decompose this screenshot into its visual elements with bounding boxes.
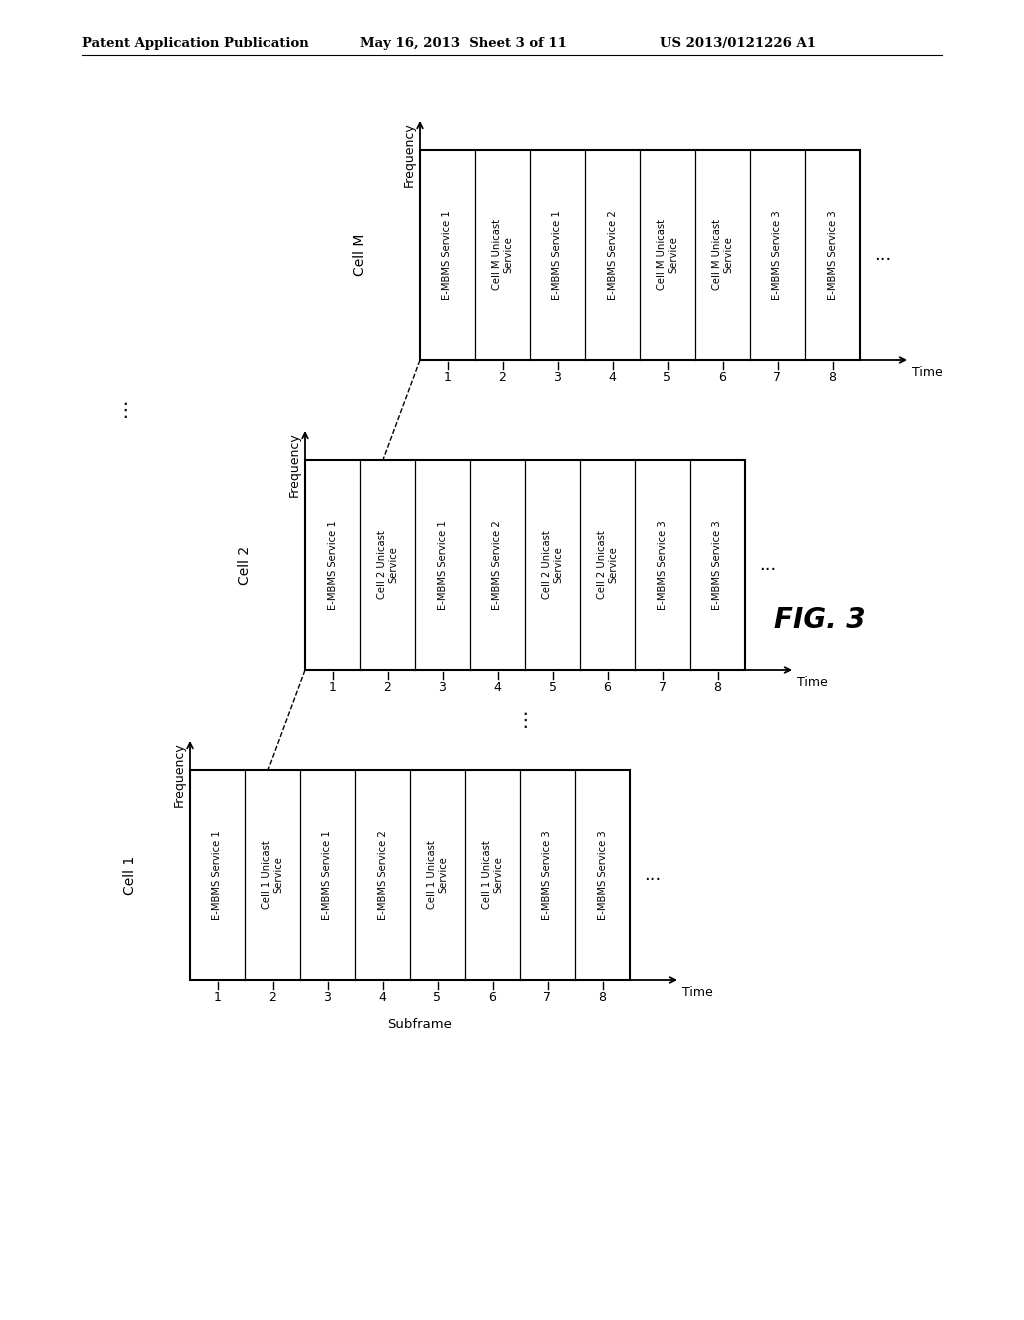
Text: 8: 8 [714, 681, 722, 694]
Text: E-MBMS Service 1: E-MBMS Service 1 [553, 210, 562, 300]
Text: 6: 6 [488, 991, 497, 1005]
Text: 6: 6 [719, 371, 726, 384]
Text: 5: 5 [664, 371, 672, 384]
Text: Cell 1 Unicast
Service: Cell 1 Unicast Service [427, 841, 449, 909]
Text: E-MBMS Service 2: E-MBMS Service 2 [493, 520, 503, 610]
Text: US 2013/0121226 A1: US 2013/0121226 A1 [660, 37, 816, 50]
Text: 5: 5 [433, 991, 441, 1005]
Text: 2: 2 [499, 371, 507, 384]
Text: 8: 8 [828, 371, 837, 384]
Bar [420, 150, 860, 360]
Text: Cell M Unicast
Service: Cell M Unicast Service [492, 219, 513, 290]
Text: 6: 6 [603, 681, 611, 694]
Text: Time: Time [912, 366, 943, 379]
Text: ⋮: ⋮ [515, 710, 535, 730]
Text: Cell 2 Unicast
Service: Cell 2 Unicast Service [597, 531, 618, 599]
Text: 1: 1 [443, 371, 452, 384]
Text: E-MBMS Service 1: E-MBMS Service 1 [442, 210, 453, 300]
Text: 1: 1 [329, 681, 337, 694]
Text: Frequency: Frequency [403, 121, 416, 186]
Bar [305, 459, 745, 671]
Text: 7: 7 [773, 371, 781, 384]
Text: May 16, 2013  Sheet 3 of 11: May 16, 2013 Sheet 3 of 11 [360, 37, 567, 50]
Text: Cell 2 Unicast
Service: Cell 2 Unicast Service [542, 531, 563, 599]
Text: 4: 4 [494, 681, 502, 694]
Text: Patent Application Publication: Patent Application Publication [82, 37, 309, 50]
Text: E-MBMS Service 3: E-MBMS Service 3 [772, 210, 782, 300]
Text: E-MBMS Service 1: E-MBMS Service 1 [328, 520, 338, 610]
Text: 4: 4 [608, 371, 616, 384]
Text: 5: 5 [549, 681, 556, 694]
Text: Time: Time [797, 676, 827, 689]
Text: Frequency: Frequency [173, 742, 186, 807]
Text: 1: 1 [214, 991, 221, 1005]
Text: E-MBMS Service 1: E-MBMS Service 1 [437, 520, 447, 610]
Text: E-MBMS Service 2: E-MBMS Service 2 [378, 830, 387, 920]
Text: FIG. 3: FIG. 3 [774, 606, 865, 634]
Text: Cell 1: Cell 1 [123, 855, 137, 895]
Text: ...: ... [759, 556, 776, 574]
Text: Subframe: Subframe [387, 1018, 453, 1031]
Text: Cell 1 Unicast
Service: Cell 1 Unicast Service [481, 841, 504, 909]
Text: E-MBMS Service 1: E-MBMS Service 1 [323, 830, 333, 920]
Text: E-MBMS Service 2: E-MBMS Service 2 [607, 210, 617, 300]
Text: E-MBMS Service 3: E-MBMS Service 3 [657, 520, 668, 610]
Text: 7: 7 [544, 991, 552, 1005]
Text: E-MBMS Service 3: E-MBMS Service 3 [543, 830, 553, 920]
Text: Cell M: Cell M [353, 234, 367, 276]
Text: Time: Time [682, 986, 713, 999]
Text: Cell M Unicast
Service: Cell M Unicast Service [712, 219, 733, 290]
Text: Cell M Unicast
Service: Cell M Unicast Service [656, 219, 678, 290]
Text: Cell 2: Cell 2 [238, 545, 252, 585]
Text: 2: 2 [384, 681, 391, 694]
Text: ...: ... [644, 866, 662, 884]
Text: 3: 3 [438, 681, 446, 694]
Text: 3: 3 [554, 371, 561, 384]
Text: E-MBMS Service 1: E-MBMS Service 1 [213, 830, 222, 920]
Text: ⋮: ⋮ [116, 400, 135, 420]
Bar [190, 770, 630, 979]
Text: 3: 3 [324, 991, 332, 1005]
Text: 4: 4 [379, 991, 386, 1005]
Text: Cell 2 Unicast
Service: Cell 2 Unicast Service [377, 531, 398, 599]
Text: 8: 8 [598, 991, 606, 1005]
Text: ...: ... [874, 246, 891, 264]
Text: 2: 2 [268, 991, 276, 1005]
Text: Cell 1 Unicast
Service: Cell 1 Unicast Service [262, 841, 284, 909]
Text: Frequency: Frequency [288, 432, 301, 496]
Text: E-MBMS Service 3: E-MBMS Service 3 [597, 830, 607, 920]
Text: E-MBMS Service 3: E-MBMS Service 3 [827, 210, 838, 300]
Text: 7: 7 [658, 681, 667, 694]
Text: E-MBMS Service 3: E-MBMS Service 3 [713, 520, 723, 610]
